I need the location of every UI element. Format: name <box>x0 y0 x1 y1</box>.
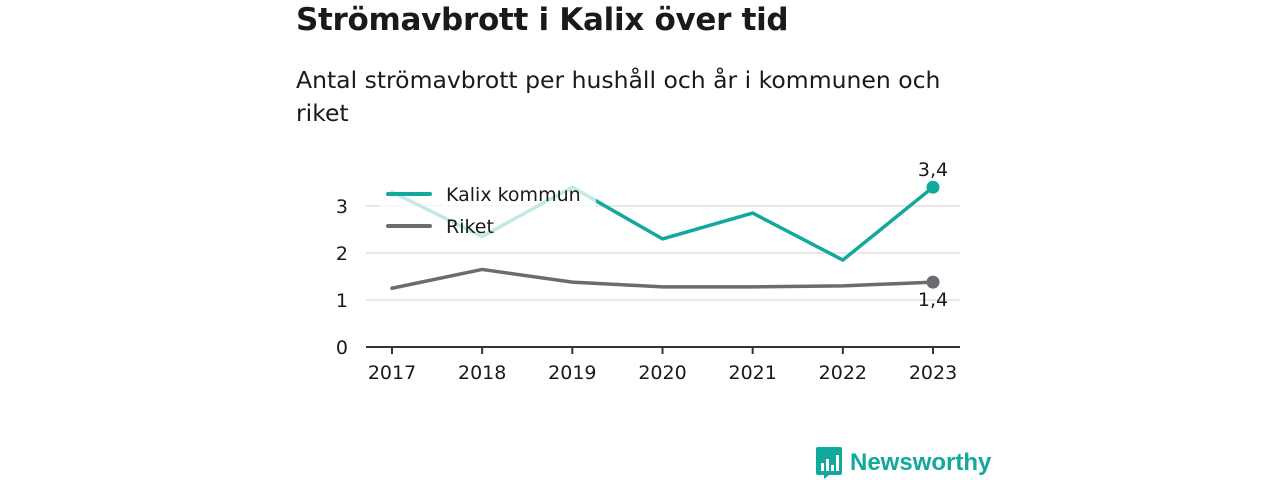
data-label: 1,4 <box>918 289 948 311</box>
x-tick-label: 2022 <box>819 362 867 384</box>
series-end-marker <box>926 275 940 289</box>
x-tick-label: 2020 <box>638 362 686 384</box>
x-tick-label: 2017 <box>368 362 416 384</box>
x-tick-label: 2018 <box>458 362 506 384</box>
y-tick-label: 2 <box>336 243 348 265</box>
y-tick-label: 0 <box>336 337 348 359</box>
y-tick-label: 3 <box>336 196 348 218</box>
x-tick-label: 2019 <box>548 362 596 384</box>
data-label: 3,4 <box>918 159 948 181</box>
series-line-riket <box>390 267 935 290</box>
x-tick-label: 2023 <box>909 362 957 384</box>
chart-card: Strömavbrott i Kalix över tid Antal strö… <box>296 0 991 480</box>
y-tick-label: 1 <box>336 290 348 312</box>
line-chart: 0 1 2 3 2017 2018 2019 2020 2021 2022 2023 3,4 1,4 Ka… <box>336 159 960 384</box>
brand-name: Newsworthy <box>850 449 992 476</box>
legend-label: Riket <box>446 216 494 238</box>
legend-background <box>380 178 596 244</box>
brand-logo: Newsworthy <box>816 446 991 480</box>
chart-subtitle: Antal strömavbrott per hushåll och år i … <box>296 66 941 127</box>
newsworthy-logo-icon <box>816 447 842 479</box>
x-tick-label: 2021 <box>728 362 776 384</box>
series-end-marker <box>926 180 940 194</box>
legend-label: Kalix kommun <box>446 184 581 206</box>
chart-title: Strömavbrott i Kalix över tid <box>296 2 789 38</box>
